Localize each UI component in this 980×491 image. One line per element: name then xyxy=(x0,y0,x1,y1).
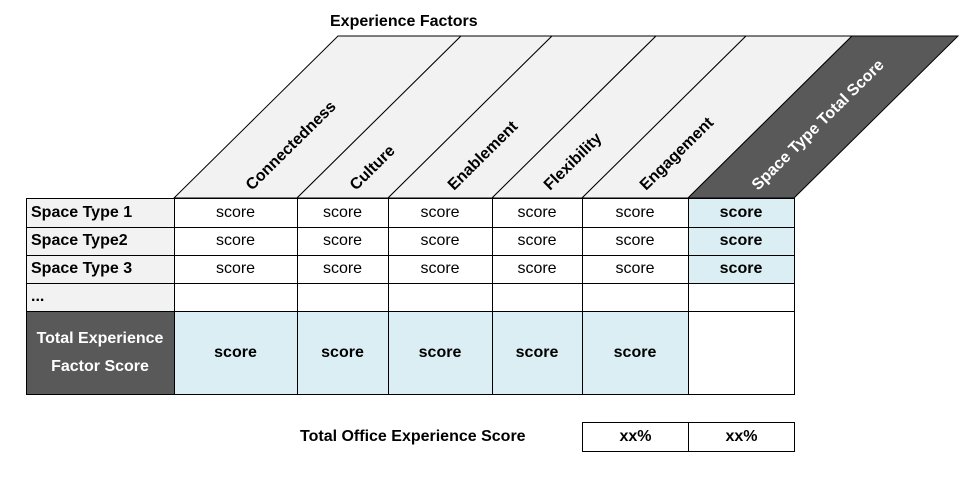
row-label: Space Type 3 xyxy=(26,255,174,283)
office-total-value: xx% xyxy=(582,422,689,452)
grid-line xyxy=(26,394,795,395)
score-cell xyxy=(297,283,388,311)
score-cell xyxy=(174,283,297,311)
office-total-label: Total Office Experience Score xyxy=(300,428,526,445)
score-cell: score xyxy=(420,204,460,221)
row-label: Space Type 1 xyxy=(26,199,174,227)
space-type-total-cell: score xyxy=(688,255,794,283)
score-cell: score xyxy=(420,232,460,249)
space-type-total-cell xyxy=(688,283,794,311)
factor-total-cell: score xyxy=(492,311,582,395)
score-cell: score xyxy=(420,260,460,277)
total-empty-cell xyxy=(688,311,794,395)
factor-header-band: Connectedness Culture Enablement Flexibi… xyxy=(172,35,960,199)
score-cell: score xyxy=(322,260,363,277)
experience-factors-title: Experience Factors xyxy=(330,13,478,30)
score-cell: score xyxy=(215,232,256,249)
grid-line xyxy=(26,255,795,256)
score-cell: score xyxy=(322,204,363,221)
score-cell xyxy=(582,283,688,311)
score-cell xyxy=(492,283,582,311)
grid-line xyxy=(174,198,175,395)
grid-line xyxy=(297,198,298,395)
grid-line xyxy=(26,311,795,312)
score-cell: score xyxy=(215,204,256,221)
factor-total-cell: score xyxy=(297,311,388,395)
score-cell: score xyxy=(322,232,363,249)
score-cell: score xyxy=(517,204,557,221)
grid-line xyxy=(794,198,795,395)
score-cell: score xyxy=(215,260,256,277)
grid-line xyxy=(582,198,583,395)
grid-line xyxy=(26,198,795,199)
factor-total-cell: score xyxy=(388,311,492,395)
factor-total-cell: score xyxy=(582,311,688,395)
space-type-total-cell: score xyxy=(688,199,794,227)
score-cell: score xyxy=(615,232,655,249)
total-row-label: Total Experience Factor Score xyxy=(26,311,174,395)
grid-line xyxy=(26,227,795,228)
office-total-value: xx% xyxy=(688,422,795,452)
row-label: Space Type2 xyxy=(26,227,174,255)
score-cell: score xyxy=(615,204,655,221)
factor-total-cell: score xyxy=(174,311,297,395)
grid-line xyxy=(26,198,27,395)
score-cell: score xyxy=(517,232,557,249)
grid-line xyxy=(688,198,689,395)
row-label: ... xyxy=(26,283,174,311)
score-cell: score xyxy=(517,260,557,277)
space-type-total-cell: score xyxy=(688,227,794,255)
grid-line xyxy=(388,198,389,395)
score-cell xyxy=(388,283,492,311)
grid-line xyxy=(26,283,795,284)
grid-line xyxy=(492,198,493,395)
score-cell: score xyxy=(615,260,655,277)
